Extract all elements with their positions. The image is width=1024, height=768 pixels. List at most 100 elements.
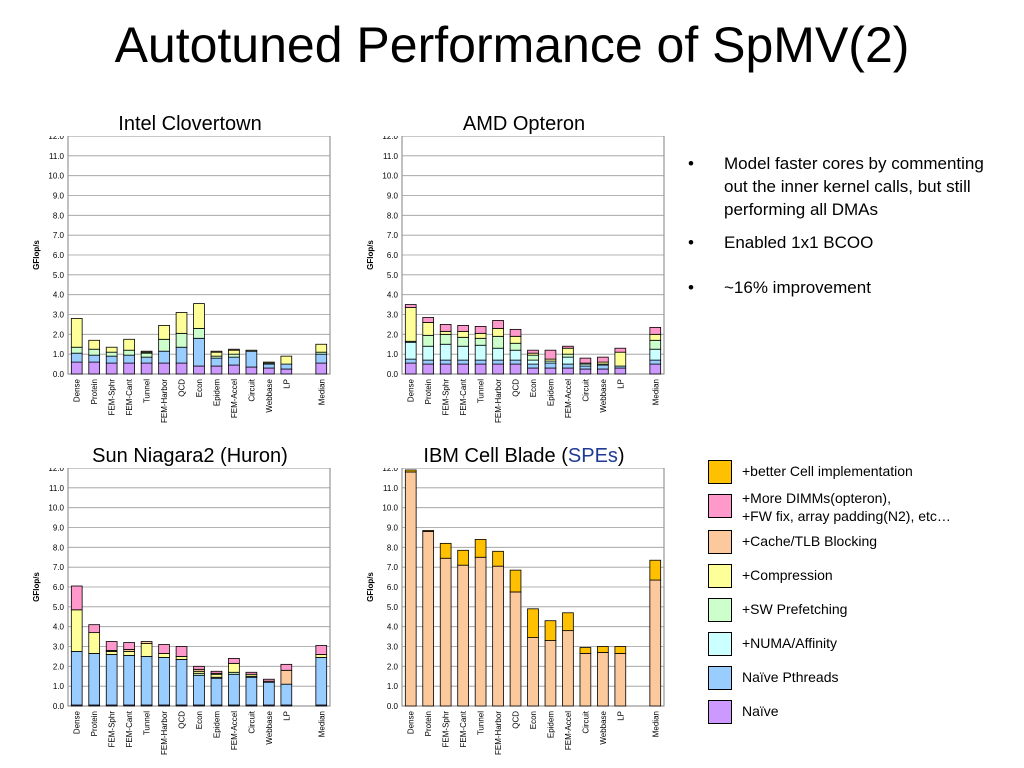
bar-segment bbox=[544, 367, 557, 375]
bar-segment bbox=[175, 332, 188, 348]
legend-swatch bbox=[708, 460, 732, 484]
x-tick-label: FEM-Cant bbox=[125, 378, 134, 415]
y-tick-label: 9.0 bbox=[53, 192, 65, 201]
bar-segment bbox=[614, 653, 627, 707]
bar-segment bbox=[245, 671, 258, 675]
bar-segment bbox=[527, 367, 539, 375]
x-tick-label: FEM-Harbor bbox=[494, 711, 503, 755]
bar-segment bbox=[193, 365, 205, 375]
bar-segment bbox=[439, 542, 452, 559]
bar-segment bbox=[474, 332, 487, 339]
y-tick-label: 11.0 bbox=[49, 152, 65, 161]
x-tick-label: Circuit bbox=[247, 710, 256, 733]
bar-segment bbox=[280, 355, 293, 365]
legend-item: +Compression bbox=[706, 562, 1016, 592]
bar-segment bbox=[492, 359, 504, 365]
bar-segment bbox=[457, 363, 469, 375]
bar-segment bbox=[492, 347, 504, 361]
bar-segment bbox=[105, 355, 118, 364]
bar-segment bbox=[527, 608, 539, 638]
chart-title-text: IBM Cell Blade ( bbox=[423, 445, 568, 467]
y-axis-label: GFlop/s bbox=[366, 572, 375, 602]
chart-title-text: ) bbox=[617, 445, 625, 467]
bar-segment bbox=[280, 669, 293, 685]
bar-segment bbox=[88, 354, 101, 363]
legend-item: +Cache/TLB Blocking bbox=[706, 528, 1016, 558]
x-tick-label: LP bbox=[282, 379, 291, 389]
y-tick-label: 8.0 bbox=[53, 211, 65, 220]
bar-segment bbox=[175, 656, 188, 660]
bullet-list: • Model faster cores by commenting out t… bbox=[684, 152, 984, 309]
bar-segment bbox=[280, 368, 293, 375]
y-tick-label: 4.0 bbox=[387, 623, 399, 632]
legend-label: Naïve Pthreads bbox=[742, 669, 839, 685]
bar-segment bbox=[422, 359, 435, 365]
chart-amd-opteron: AMD Opteron 0.0 1.0 2.0 3.0 4.0 5.0 6.0 7.0 8.0 9… bbox=[364, 112, 684, 434]
bar-segment bbox=[193, 327, 205, 339]
bar-segment bbox=[404, 469, 417, 473]
bar-segment bbox=[422, 317, 435, 323]
legend-label: +SW Prefetching bbox=[742, 601, 848, 617]
bar-segment bbox=[123, 354, 135, 364]
bar-segment bbox=[140, 362, 153, 375]
legend-item: Naïve Pthreads bbox=[706, 664, 1016, 694]
bar-segment bbox=[492, 320, 504, 329]
y-tick-label: 8.0 bbox=[387, 211, 399, 220]
x-tick-label: LP bbox=[282, 711, 291, 721]
y-axis-label: GFlop/s bbox=[32, 240, 41, 270]
x-tick-label: Protein bbox=[424, 711, 433, 736]
bar-segment bbox=[562, 353, 574, 358]
bar-segment bbox=[140, 352, 153, 358]
y-tick-label: 6.0 bbox=[53, 251, 65, 260]
bar-segment bbox=[649, 559, 662, 581]
x-tick-label: FEM-Cant bbox=[459, 378, 468, 415]
bar-segment bbox=[474, 337, 487, 346]
bar-segment bbox=[474, 363, 487, 375]
x-tick-label: FEM-Sphr bbox=[108, 379, 117, 416]
y-tick-label: 7.0 bbox=[53, 563, 65, 572]
legend-label: +better Cell implementation bbox=[742, 463, 913, 479]
chart-title: IBM Cell Blade (SPEs) bbox=[364, 444, 684, 468]
bar-segment bbox=[193, 337, 205, 367]
bar-segment bbox=[457, 336, 469, 347]
legend-item: +SW Prefetching bbox=[706, 596, 1016, 626]
y-tick-label: 4.0 bbox=[53, 291, 65, 300]
bar-segment bbox=[544, 349, 557, 360]
y-tick-label: 10.0 bbox=[382, 172, 398, 181]
y-tick-label: 10.0 bbox=[382, 504, 398, 513]
y-tick-label: 6.0 bbox=[53, 583, 65, 592]
y-tick-label: 0.0 bbox=[53, 702, 65, 711]
x-tick-label: Circuit bbox=[581, 378, 590, 401]
bar-segment bbox=[439, 363, 452, 375]
x-tick-label: Circuit bbox=[581, 710, 590, 733]
bar-segment bbox=[263, 367, 275, 375]
bar-segment bbox=[175, 312, 188, 334]
bar-segment bbox=[158, 338, 170, 352]
bar-segment bbox=[280, 663, 293, 671]
x-tick-label: Tunnel bbox=[477, 379, 486, 403]
bar-segment bbox=[88, 348, 101, 356]
y-tick-label: 2.0 bbox=[53, 330, 65, 339]
x-tick-label: Econ bbox=[529, 379, 538, 397]
bar-segment bbox=[245, 349, 258, 352]
y-tick-label: 1.0 bbox=[387, 350, 399, 359]
bar-segment bbox=[315, 654, 328, 658]
legend-label: +Compression bbox=[742, 567, 833, 583]
y-tick-label: 5.0 bbox=[387, 603, 399, 612]
y-tick-label: 4.0 bbox=[53, 623, 65, 632]
bar-segment bbox=[457, 325, 469, 332]
y-axis-label: GFlop/s bbox=[32, 572, 41, 602]
bar-segment bbox=[315, 343, 328, 353]
x-tick-label: Median bbox=[317, 711, 326, 737]
bar-segment bbox=[404, 307, 417, 342]
bar-segment bbox=[439, 343, 452, 361]
x-tick-label: Econ bbox=[195, 711, 204, 729]
legend-label: +More DIMMs(opteron), +FW fix, array pad… bbox=[742, 490, 951, 524]
bar-segment bbox=[158, 644, 170, 654]
x-tick-label: Median bbox=[651, 379, 660, 405]
x-tick-label: Circuit bbox=[247, 378, 256, 401]
bar-segment bbox=[140, 643, 153, 657]
chart-title: Intel Clovertown bbox=[118, 113, 262, 135]
bar-segment bbox=[315, 657, 328, 706]
bar-segment bbox=[70, 651, 83, 706]
